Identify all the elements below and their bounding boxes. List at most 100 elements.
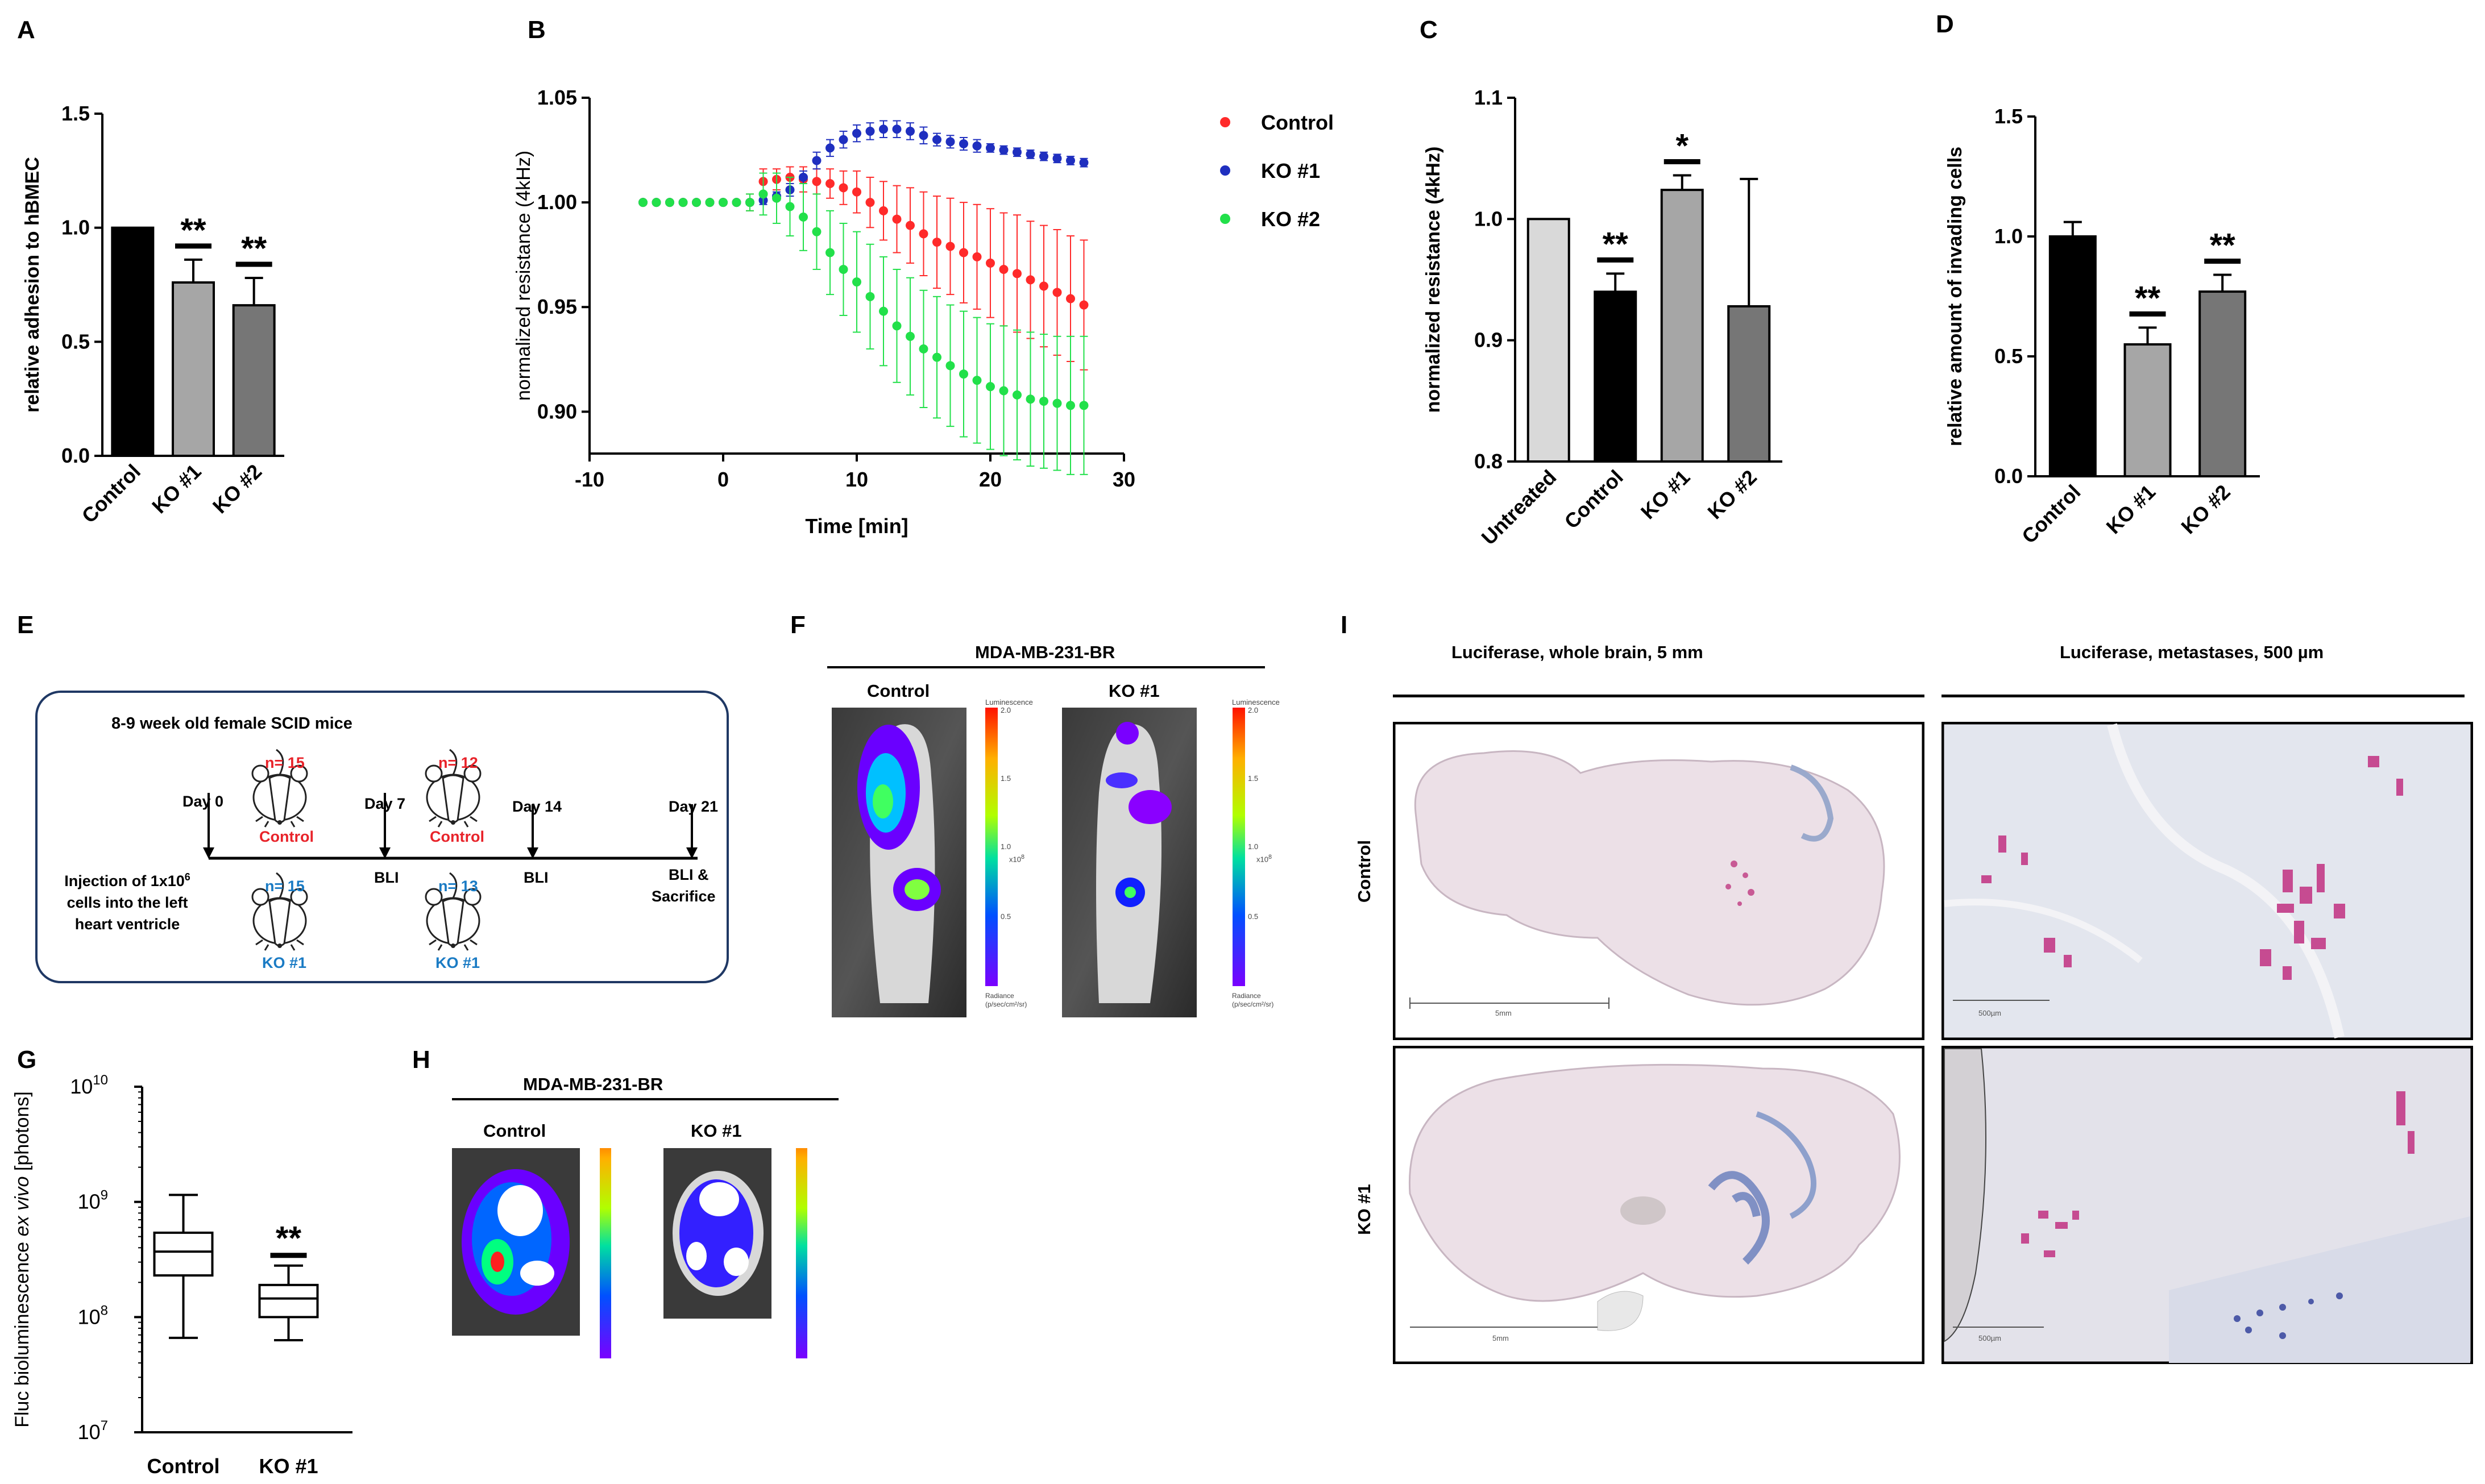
chart-b: 0.90 0.95 1.00 1.05 -10 0 10 20 30 Time [min] norm… — [513, 86, 1334, 538]
scalebar-label-ko-meta: 500µm — [1978, 1334, 2002, 1342]
panel-h-rule — [452, 1098, 839, 1100]
y-tick-label-1: 1.0 — [61, 216, 90, 239]
scale-tick-right-2: 1.0 — [1248, 842, 1259, 851]
y-tick-label-1: 1.00 — [537, 190, 577, 214]
rule-whole-brain — [1393, 695, 1924, 697]
point-ko-2-24 — [959, 369, 968, 379]
panel-h: MDA-MB-231-BR Control KO #1 — [452, 1074, 850, 1438]
sacrifice-day-21: Sacrifice — [652, 888, 716, 905]
legend-marker-control — [1220, 117, 1230, 127]
injection-line-3: heart ventricle — [74, 916, 180, 933]
bli-day-21: BLI & — [669, 866, 709, 883]
timeline-panel: 8-9 week old female SCID mice n= 15 n= 1… — [35, 691, 729, 983]
y-tick-label-1: 108 — [78, 1303, 108, 1328]
point-ko-2-17 — [865, 292, 875, 301]
scale-foot-left-1: Radiance — [985, 992, 1014, 1000]
y-tick-label-0-8: 0.8 — [1474, 450, 1503, 473]
point-ko-1-32 — [1066, 156, 1075, 165]
scale-foot-right-1: Radiance — [1232, 992, 1261, 1000]
bar-ko-2 — [232, 304, 276, 457]
histology-control-metastases — [1941, 722, 2473, 1040]
bar-untreated — [1526, 218, 1570, 463]
point-control-24 — [959, 248, 968, 257]
x-label-ko-1: KO #1 — [2102, 480, 2160, 539]
panel-letter-e: E — [17, 611, 34, 639]
point-ko-2-16 — [852, 277, 861, 287]
point-control-15 — [839, 183, 848, 193]
panel-f-control-label: Control — [867, 681, 930, 701]
bar-ko-2 — [1727, 305, 1771, 463]
point-ko-1-27 — [999, 146, 1009, 155]
y-tick-label-1: 1.0 — [1994, 225, 2023, 248]
row-label-control: Control — [1354, 839, 1374, 903]
x-label-control: Control — [2017, 480, 2085, 548]
legend-marker-ko-1 — [1220, 165, 1230, 176]
x-label-ko-1: KO #1 — [1636, 465, 1695, 524]
n-ko-d7: n= 13 — [438, 878, 478, 895]
panel-f: MDA-MB-231-BR Control KO #1 Lum — [827, 642, 1280, 1029]
panel-letter-h: H — [412, 1046, 430, 1074]
scalebar-label-control-whole: 5mm — [1495, 1009, 1512, 1017]
y-tick-label-0: 0.0 — [61, 444, 90, 467]
significance-ko-1: ** — [276, 1220, 302, 1257]
point-ko-2-20 — [906, 331, 915, 341]
point-ko-2-32 — [1066, 401, 1075, 410]
ex-vivo-scale-right — [796, 1148, 807, 1358]
point-ko-2-3 — [678, 198, 688, 207]
point-ko-2-5 — [705, 198, 715, 207]
day-0-arrow — [203, 793, 214, 859]
panel-letter-d: D — [1936, 10, 1954, 38]
significance-control: ** — [1603, 226, 1629, 263]
point-control-31 — [1052, 288, 1062, 297]
day-21-label: Day 21 — [669, 798, 719, 815]
scale-tick-left-0: 2.0 — [1001, 706, 1011, 714]
y-tick-label-0-5: 0.5 — [1994, 344, 2023, 368]
point-ko-1-28 — [1013, 147, 1022, 157]
scalebar-label-ko-whole: 5mm — [1492, 1334, 1509, 1342]
n-control-d7: n= 12 — [438, 754, 478, 771]
x-label-ko-1: KO #1 — [259, 1454, 318, 1478]
significance-ko-2: ** — [241, 230, 267, 267]
n-control-d0: n= 15 — [265, 754, 305, 771]
day-14-arrow — [527, 804, 538, 859]
scale-unit-right-base: x10 — [1256, 855, 1268, 864]
point-ko-2-29 — [1026, 394, 1035, 404]
point-ko-1-18 — [879, 124, 888, 134]
point-ko-2-11 — [785, 202, 795, 211]
panel-letter-i: I — [1341, 611, 1348, 639]
x-label-ko-2: KO #2 — [2176, 480, 2235, 539]
point-ko-1-21 — [919, 131, 928, 140]
point-ko-1-15 — [839, 135, 848, 144]
bar-control — [111, 226, 155, 457]
point-ko-1-13 — [812, 156, 822, 165]
y-tick-label-2: 109 — [78, 1188, 108, 1213]
x-label-ko-2: KO #2 — [1703, 465, 1761, 524]
x-tick-label-20: 20 — [979, 468, 1002, 491]
scale-tick-left-3: 0.5 — [1001, 912, 1011, 921]
y-tick-label-1-5: 1.5 — [1994, 105, 2023, 128]
bar-ko-1 — [2123, 343, 2172, 478]
ko-label-d7: KO #1 — [435, 954, 480, 971]
point-control-22 — [932, 238, 941, 247]
point-control-27 — [999, 264, 1009, 274]
x-label-ko-2: KO #2 — [208, 460, 267, 518]
chart-a: 0.0 0.5 1.0 1.5 relative adhesion to hBMEC Co… — [22, 102, 284, 527]
x-label-ko-1: KO #1 — [147, 460, 206, 518]
x-tick-label-10: 10 — [845, 468, 868, 491]
panel-letter-b: B — [528, 16, 546, 44]
point-control-17 — [865, 198, 875, 207]
y-axis-label: Fluc bioluminescence ex vivo [photons] — [11, 1091, 33, 1428]
point-ko-2-30 — [1039, 396, 1048, 406]
point-control-16 — [852, 187, 861, 197]
point-ko-2-6 — [719, 198, 728, 207]
point-ko-2-31 — [1052, 398, 1062, 408]
point-ko-2-28 — [1013, 390, 1022, 400]
day-0-label: Day 0 — [182, 793, 224, 810]
scale-foot-left: Radiance (p/sec/cm²/sr) — [985, 992, 1027, 1009]
box-ko-1 — [258, 1283, 319, 1319]
injection-sup: 6 — [184, 871, 190, 883]
point-ko-1-22 — [932, 135, 941, 144]
y-tick-label-1-1: 1.1 — [1474, 86, 1503, 109]
scale-foot-right-2: (p/sec/cm²/sr) — [1232, 1000, 1274, 1008]
mouse-ko-body — [1096, 724, 1161, 1003]
